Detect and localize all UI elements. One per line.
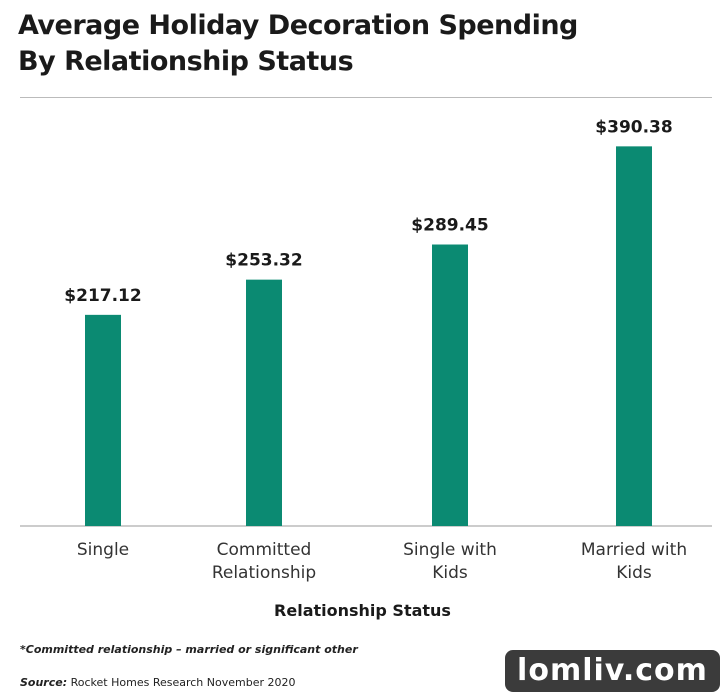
bar [616,146,652,526]
x-tick-label: Committed Relationship [211,540,317,583]
source: Source: Rocket Homes Research November 2… [20,676,296,689]
watermark: lomliv.com [505,650,720,692]
title-rule [20,97,712,98]
bar [246,279,282,526]
x-tick-label: Married with Kids [580,540,688,583]
x-tick-label: Single with Kids [403,540,497,583]
footnote: *Committed relationship – married or sig… [20,643,358,656]
bar [85,314,121,526]
chart-title: Average Holiday Decoration Spending By R… [18,10,578,77]
value-label: $289.45 [411,216,488,236]
source-text: Rocket Homes Research November 2020 [70,676,296,689]
value-label: $217.12 [64,286,141,306]
value-label: $253.32 [225,251,302,271]
x-axis-title: Relationship Status [274,601,451,620]
value-label: $390.38 [595,117,672,137]
x-tick-label: Single [76,540,130,560]
source-label: Source: [20,676,68,689]
bar [432,244,468,526]
